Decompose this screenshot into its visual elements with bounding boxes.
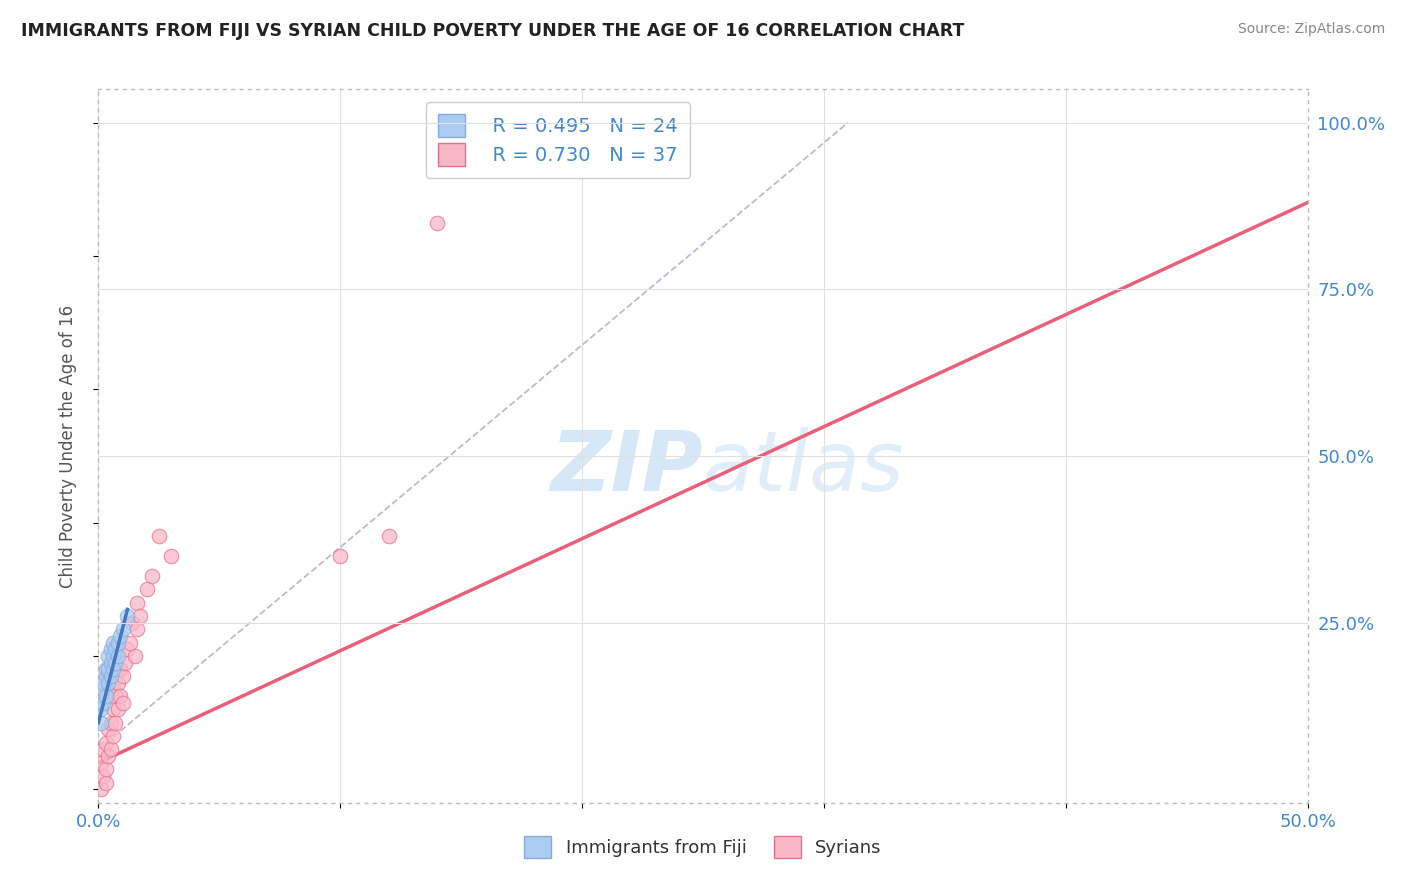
- Point: [94, 669, 117, 683]
- Point: [97, 749, 120, 764]
- Point: [160, 549, 183, 563]
- Text: Source: ZipAtlas.com: Source: ZipAtlas.com: [1237, 22, 1385, 37]
- Point: [97, 649, 120, 664]
- Point: [100, 742, 122, 756]
- Point: [108, 629, 131, 643]
- Point: [104, 656, 127, 670]
- Point: [104, 715, 127, 730]
- Point: [107, 702, 129, 716]
- Point: [97, 723, 120, 737]
- Point: [101, 682, 124, 697]
- Point: [377, 529, 399, 543]
- Point: [94, 662, 117, 676]
- Point: [128, 609, 150, 624]
- Point: [107, 649, 129, 664]
- Point: [124, 649, 146, 664]
- Point: [97, 662, 120, 676]
- Point: [91, 742, 114, 756]
- Text: atlas: atlas: [703, 427, 904, 508]
- Point: [111, 623, 134, 637]
- Point: [91, 769, 114, 783]
- Point: [100, 642, 122, 657]
- Point: [101, 649, 124, 664]
- Point: [111, 669, 134, 683]
- Point: [114, 656, 136, 670]
- Legend: Immigrants from Fiji, Syrians: Immigrants from Fiji, Syrians: [517, 829, 889, 865]
- Point: [101, 702, 124, 716]
- Point: [94, 763, 117, 777]
- Point: [100, 669, 122, 683]
- Point: [90, 702, 112, 716]
- Point: [111, 696, 134, 710]
- Point: [94, 776, 117, 790]
- Point: [107, 675, 129, 690]
- Point: [135, 582, 157, 597]
- Point: [101, 662, 124, 676]
- Point: [141, 569, 163, 583]
- Point: [100, 656, 122, 670]
- Point: [104, 689, 127, 703]
- Point: [329, 549, 352, 563]
- Point: [117, 642, 139, 657]
- Point: [127, 596, 149, 610]
- Point: [91, 675, 114, 690]
- Point: [91, 696, 114, 710]
- Y-axis label: Child Poverty Under the Age of 16: Child Poverty Under the Age of 16: [59, 304, 77, 588]
- Point: [108, 689, 131, 703]
- Point: [101, 729, 124, 743]
- Point: [117, 609, 139, 624]
- Point: [97, 675, 120, 690]
- Point: [91, 682, 114, 697]
- Point: [127, 623, 149, 637]
- Point: [108, 662, 131, 676]
- Point: [107, 636, 129, 650]
- Point: [148, 529, 170, 543]
- Point: [104, 642, 127, 657]
- Point: [90, 782, 112, 797]
- Point: [118, 636, 141, 650]
- Point: [100, 715, 122, 730]
- Point: [90, 756, 112, 770]
- Point: [94, 736, 117, 750]
- Point: [101, 636, 124, 650]
- Point: [121, 615, 143, 630]
- Text: ZIP: ZIP: [550, 427, 703, 508]
- Point: [94, 689, 117, 703]
- Point: [426, 216, 449, 230]
- Point: [90, 715, 112, 730]
- Text: IMMIGRANTS FROM FIJI VS SYRIAN CHILD POVERTY UNDER THE AGE OF 16 CORRELATION CHA: IMMIGRANTS FROM FIJI VS SYRIAN CHILD POV…: [21, 22, 965, 40]
